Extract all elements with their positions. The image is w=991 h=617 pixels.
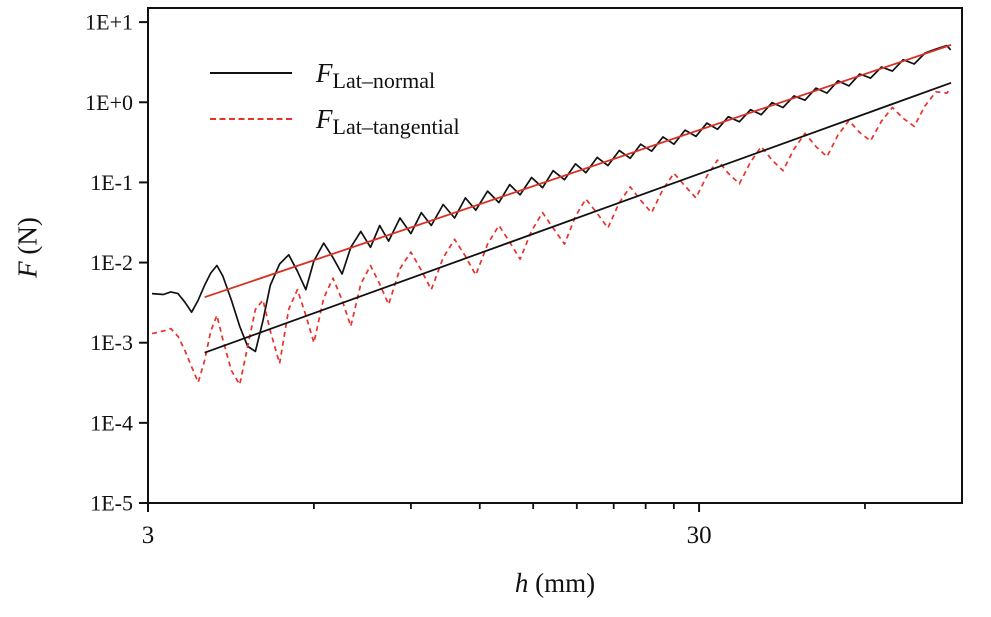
y-tick-label: 1E+0 [85,90,133,115]
legend-symbol-normal: F [316,57,333,88]
y-tick-label: 1E-4 [90,410,133,435]
legend: FLat–normal FLat–tangential [210,50,460,142]
series-F_Lat-normal [151,44,952,353]
y-tick-label: 1E+1 [85,10,133,35]
y-axis-symbol: F [12,261,43,278]
dashed-red-line-icon [210,118,292,120]
x-tick-label: 30 [687,522,712,549]
y-tick-label: 1E-1 [90,170,133,195]
x-axis-symbol: h [514,568,529,598]
fit-line-tangential-fit [204,81,952,354]
series-F_Lat-tangential [151,87,952,386]
legend-item-normal: FLat–normal [210,50,460,96]
y-axis-unit: (N) [12,217,43,262]
legend-subscript-tangential: Lat–tangential [332,113,460,139]
legend-label-normal: FLat–normal [316,57,435,92]
y-tick-label: 1E-2 [90,250,133,275]
plot-border [147,7,963,504]
y-tick-label: 1E-5 [90,491,133,516]
legend-label-tangential: FLat–tangential [316,103,460,138]
legend-subscript-normal: Lat–normal [332,67,436,93]
x-axis-title: h (mm) [455,568,655,599]
y-axis-title: F (N) [13,183,44,313]
legend-item-tangential: FLat–tangential [210,96,460,142]
fit-line-normal-fit [204,44,952,299]
x-tick-label: 3 [142,522,155,549]
legend-symbol-tangential: F [316,103,333,134]
solid-black-line-icon [210,72,292,74]
x-axis-unit: (mm) [528,568,596,598]
y-tick-label: 1E-3 [90,330,133,355]
